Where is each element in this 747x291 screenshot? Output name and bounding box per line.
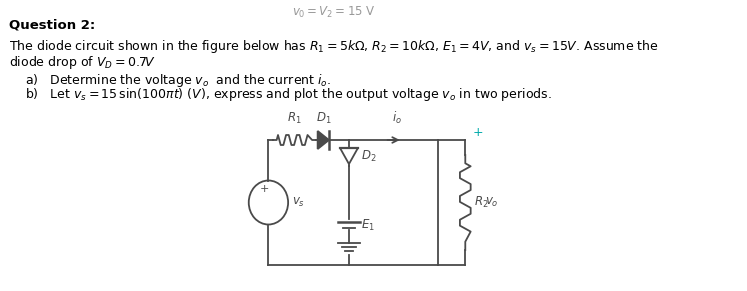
Text: $v_0 = V_2 = 15\ \mathrm{V}$: $v_0 = V_2 = 15\ \mathrm{V}$ xyxy=(292,5,376,20)
Text: The diode circuit shown in the figure below has $R_1 = 5k\Omega$, $R_2 = 10k\Ome: The diode circuit shown in the figure be… xyxy=(9,38,659,55)
Text: $v_s$: $v_s$ xyxy=(291,196,305,209)
Text: Question 2:: Question 2: xyxy=(9,18,95,31)
Text: $D_2$: $D_2$ xyxy=(362,148,377,164)
Text: $R_2$: $R_2$ xyxy=(474,195,489,210)
Text: diode drop of $V_D = 0.7V$: diode drop of $V_D = 0.7V$ xyxy=(9,54,155,71)
Text: $D_1$: $D_1$ xyxy=(316,111,332,126)
Polygon shape xyxy=(317,131,329,149)
Text: a)   Determine the voltage $v_o$  and the current $i_o$.: a) Determine the voltage $v_o$ and the c… xyxy=(25,72,332,89)
Text: $i_o$: $i_o$ xyxy=(392,110,402,126)
Text: $R_1$: $R_1$ xyxy=(287,111,302,126)
Text: +: + xyxy=(473,125,483,139)
Text: +: + xyxy=(260,184,270,194)
Text: $E_1$: $E_1$ xyxy=(362,217,376,233)
Text: $v_o$: $v_o$ xyxy=(485,196,498,209)
Text: b)   Let $v_s = 15\,\sin(100\pi t)\ (V)$, express and plot the output voltage $v: b) Let $v_s = 15\,\sin(100\pi t)\ (V)$, … xyxy=(25,86,552,103)
